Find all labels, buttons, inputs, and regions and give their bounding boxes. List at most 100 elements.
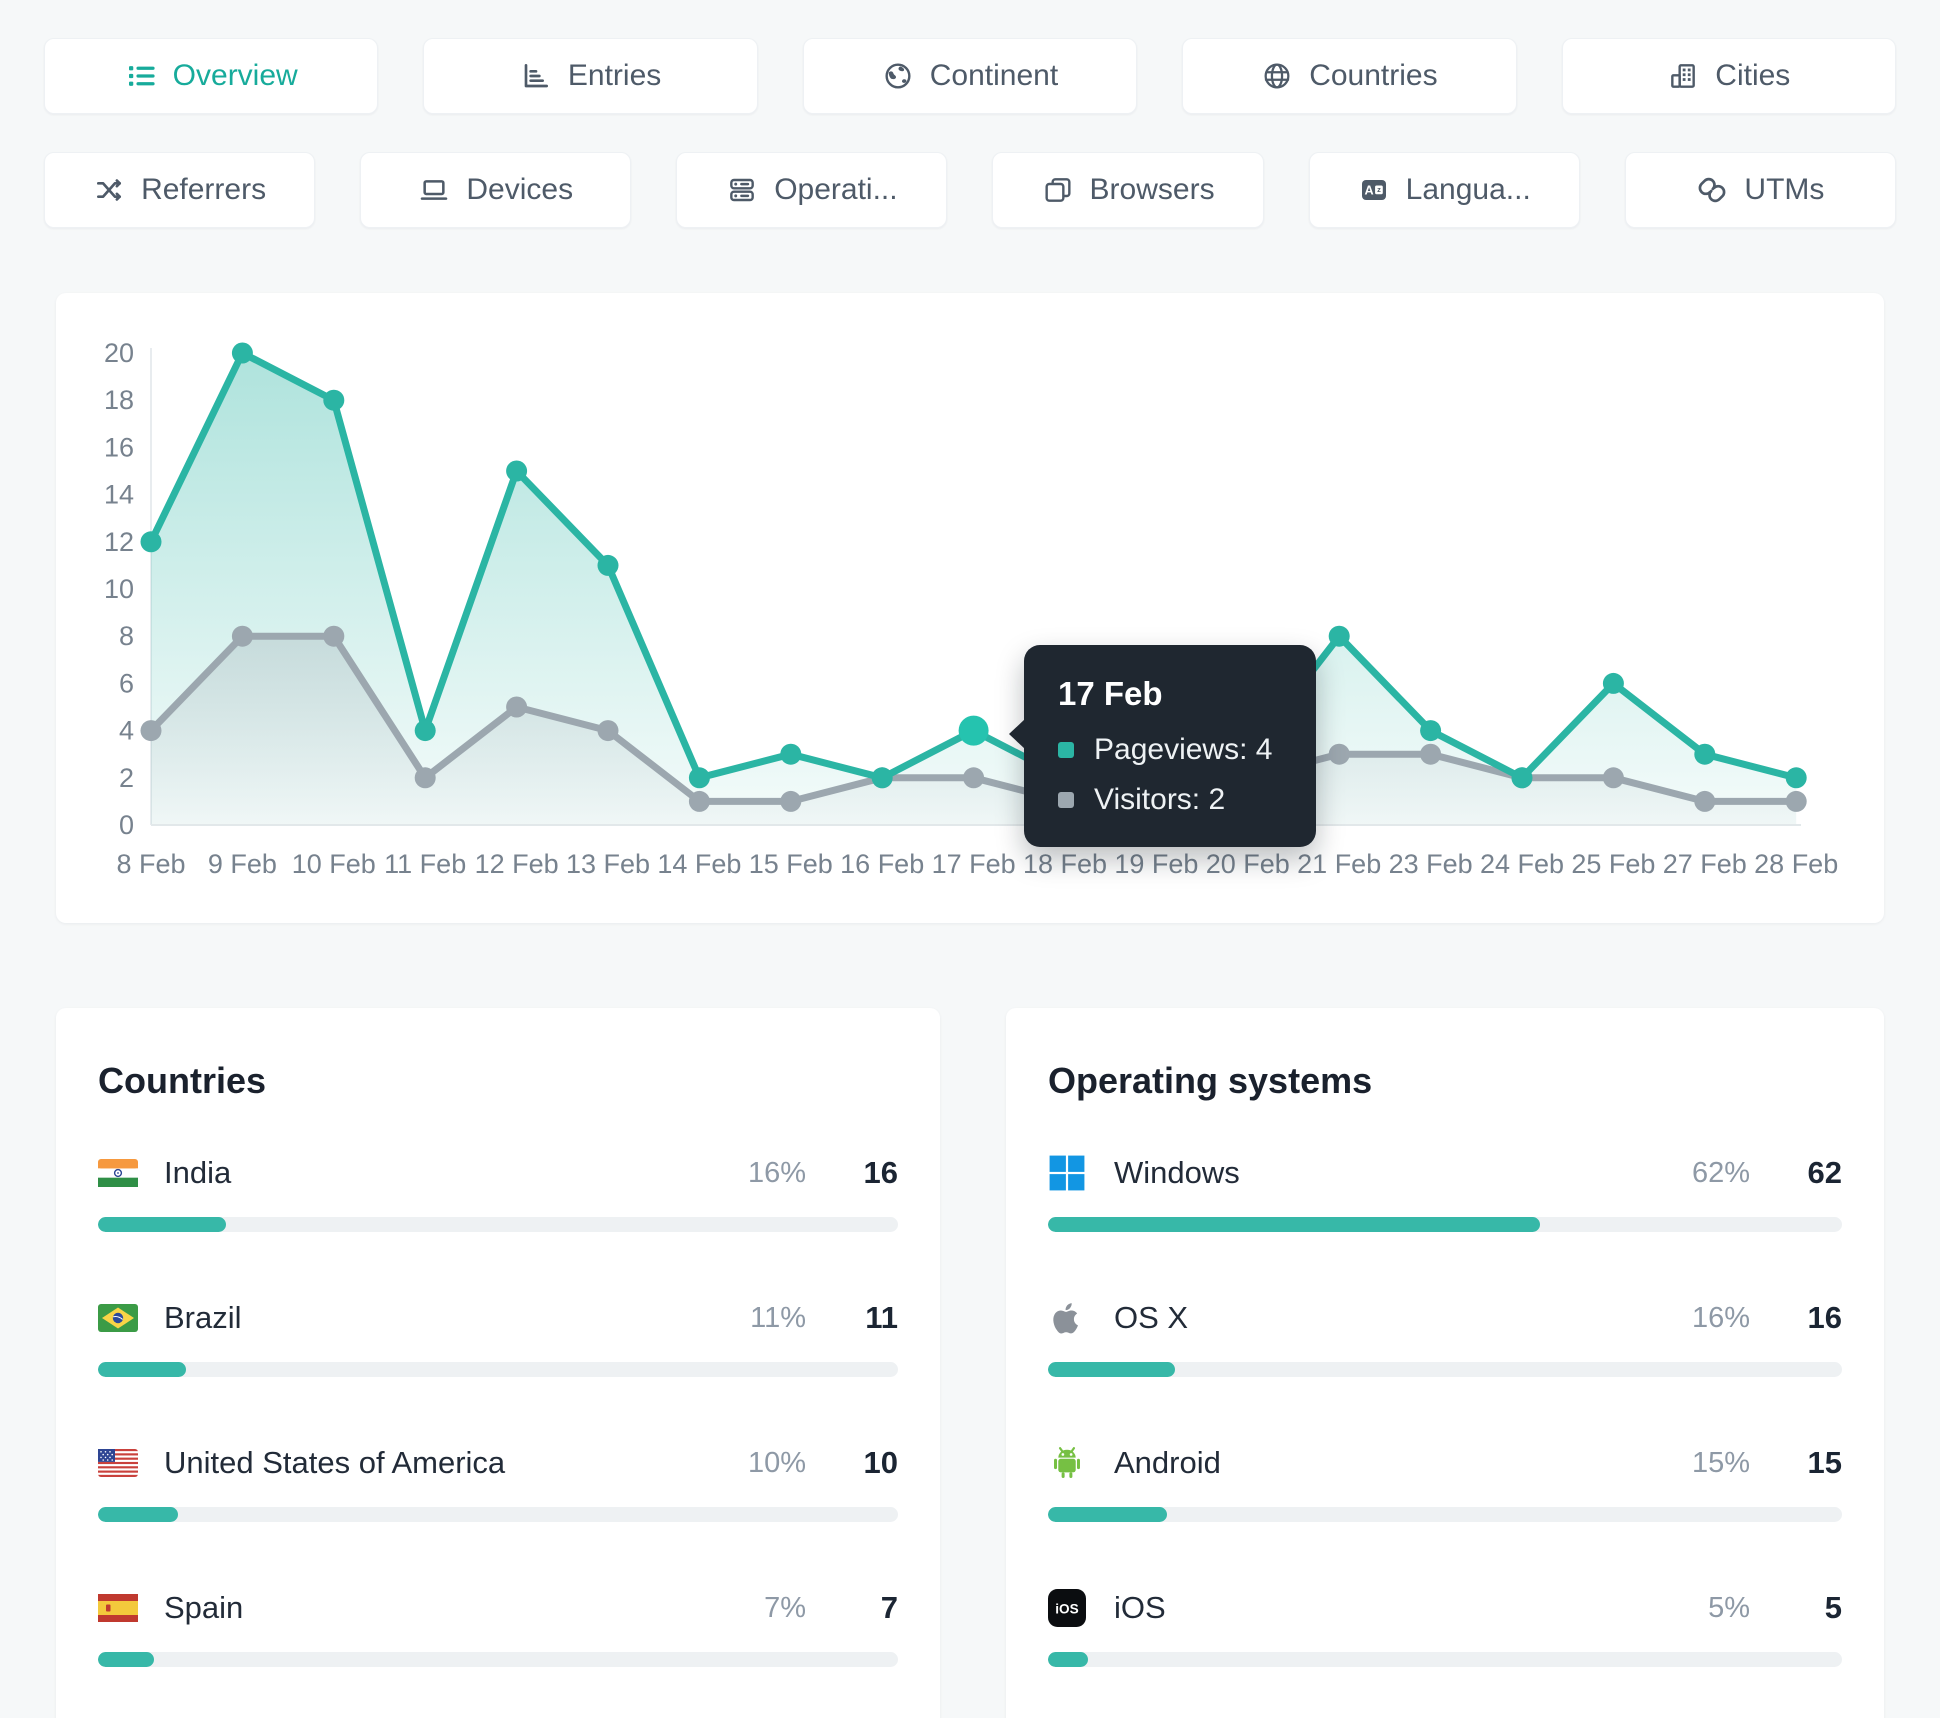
visitors-point — [688, 790, 710, 812]
traffic-chart[interactable]: 0 2 4 6 8 10 12 14 16 18 20 8 Feb 9 Feb 10 Feb 11 Feb 1… — [56, 293, 1884, 923]
x-axis-label: 12 Feb — [475, 849, 559, 879]
y-axis-tick: 12 — [104, 527, 134, 557]
tab-cities[interactable]: Cities — [1561, 38, 1896, 114]
pageviews-point — [597, 554, 619, 576]
x-axis-label: 19 Feb — [1114, 849, 1198, 879]
visitors-point — [1328, 743, 1350, 765]
tab-continent[interactable]: Continent — [802, 38, 1138, 114]
tab-label: Continent — [929, 59, 1059, 92]
x-axis-label: 13 Feb — [566, 849, 650, 879]
stat-bar-track — [98, 1362, 898, 1377]
visitors-point — [140, 720, 162, 742]
visitors-point — [231, 625, 253, 647]
tab-label: Operati... — [774, 173, 898, 206]
svg-text:iOS: iOS — [1055, 1602, 1078, 1617]
tooltip-date: 17 Feb — [1058, 675, 1163, 712]
stat-bar-fill — [98, 1652, 154, 1667]
stat-row-android: Android 15% 15 — [1048, 1436, 1842, 1522]
stat-name: Spain — [164, 1590, 244, 1625]
visitors-point — [414, 767, 436, 789]
x-axis-label: 23 Feb — [1389, 849, 1473, 879]
stat-name: iOS — [1114, 1590, 1166, 1625]
svg-text:z: z — [1377, 185, 1381, 194]
x-axis-label: 28 Feb — [1754, 849, 1838, 879]
earth-icon — [882, 60, 914, 92]
stat-bar-fill — [1048, 1652, 1088, 1667]
countries-panel: Countries India 16% 16 Brazil 11% 11 — [56, 1008, 940, 1718]
globe-icon — [1261, 60, 1293, 92]
y-axis-tick: 4 — [119, 716, 134, 746]
tab-operati[interactable]: Operati... — [676, 152, 948, 228]
stat-bar-track — [1048, 1217, 1842, 1232]
stat-name: United States of America — [164, 1445, 506, 1480]
laptop-icon — [418, 174, 450, 206]
stat-name: India — [164, 1155, 232, 1190]
x-axis-label: 9 Feb — [208, 849, 277, 879]
tab-label: Referrers — [141, 173, 267, 206]
stat-percent: 16% — [1691, 1301, 1750, 1334]
visitors-point — [1694, 790, 1716, 812]
active-pageviews-point — [958, 715, 989, 746]
pageviews-point — [506, 460, 528, 482]
pageviews-point — [688, 767, 710, 789]
stat-percent: 10% — [747, 1446, 806, 1479]
stat-percent: 16% — [747, 1156, 806, 1189]
operating-systems-panel-title: Operating systems — [1048, 1060, 1373, 1101]
x-axis-label: 18 Feb — [1023, 849, 1107, 879]
stat-bar-track — [98, 1507, 898, 1522]
stat-count: 16 — [1807, 1300, 1842, 1335]
stat-count: 7 — [880, 1590, 898, 1625]
nav-row-primary: Overview Entries Continent Countries Cities — [44, 38, 1896, 114]
y-axis-tick: 8 — [119, 621, 134, 651]
tab-referrers[interactable]: Referrers — [44, 152, 316, 228]
visitors-point — [597, 720, 619, 742]
y-axis-tick: 18 — [104, 385, 134, 415]
y-axis-tick: 6 — [119, 668, 134, 698]
tab-label: Langua... — [1405, 173, 1531, 206]
tab-browsers[interactable]: Browsers — [992, 152, 1264, 228]
list-icon — [125, 60, 157, 92]
visitors-point — [506, 696, 528, 718]
tab-overview[interactable]: Overview — [44, 38, 379, 114]
x-axis-label: 10 Feb — [292, 849, 376, 879]
x-axis-label: 16 Feb — [840, 849, 924, 879]
stat-bar-fill — [98, 1507, 178, 1522]
pageviews-point — [871, 767, 893, 789]
tab-utms[interactable]: UTMs — [1624, 152, 1896, 228]
tab-countries[interactable]: Countries — [1182, 38, 1517, 114]
svg-text:A: A — [1364, 183, 1373, 197]
stat-bar-fill — [1048, 1362, 1176, 1377]
tab-entries[interactable]: Entries — [423, 38, 758, 114]
flag-india — [98, 1159, 140, 1187]
tab-label: Countries — [1309, 59, 1438, 92]
visitors-point — [1420, 743, 1442, 765]
stat-percent: 62% — [1691, 1156, 1750, 1189]
x-axis-label: 8 Feb — [116, 849, 185, 879]
x-axis-label: 27 Feb — [1663, 849, 1747, 879]
visitors-point — [1785, 790, 1807, 812]
flag-spain — [98, 1594, 140, 1622]
windows-icon — [1048, 1154, 1090, 1192]
y-axis-tick: 10 — [104, 574, 134, 604]
pageviews-point — [231, 342, 253, 364]
stat-row-ios: iOS iOS 5% 5 — [1048, 1581, 1842, 1667]
stat-percent: 7% — [764, 1591, 806, 1624]
x-axis-label: 15 Feb — [749, 849, 833, 879]
tab-devices[interactable]: Devices — [360, 152, 632, 228]
shuffle-icon — [93, 174, 125, 206]
y-axis-tick: 0 — [119, 810, 134, 840]
chart-tooltip: 17 Feb Pageviews: 4 Visitors: 2 — [1009, 645, 1316, 847]
pageviews-point — [1420, 720, 1442, 742]
countries-panel-title: Countries — [98, 1060, 267, 1101]
server-icon — [726, 174, 758, 206]
pageviews-point — [1511, 767, 1533, 789]
stat-row-os-x: OS X 16% 16 — [1048, 1291, 1842, 1377]
stat-bar-track — [98, 1652, 898, 1667]
y-axis-tick: 2 — [119, 763, 134, 793]
tab-label: Devices — [466, 173, 574, 206]
x-axis-label: 21 Feb — [1297, 849, 1381, 879]
stat-bar-fill — [98, 1217, 226, 1232]
stat-row-brazil: Brazil 11% 11 — [98, 1291, 898, 1377]
